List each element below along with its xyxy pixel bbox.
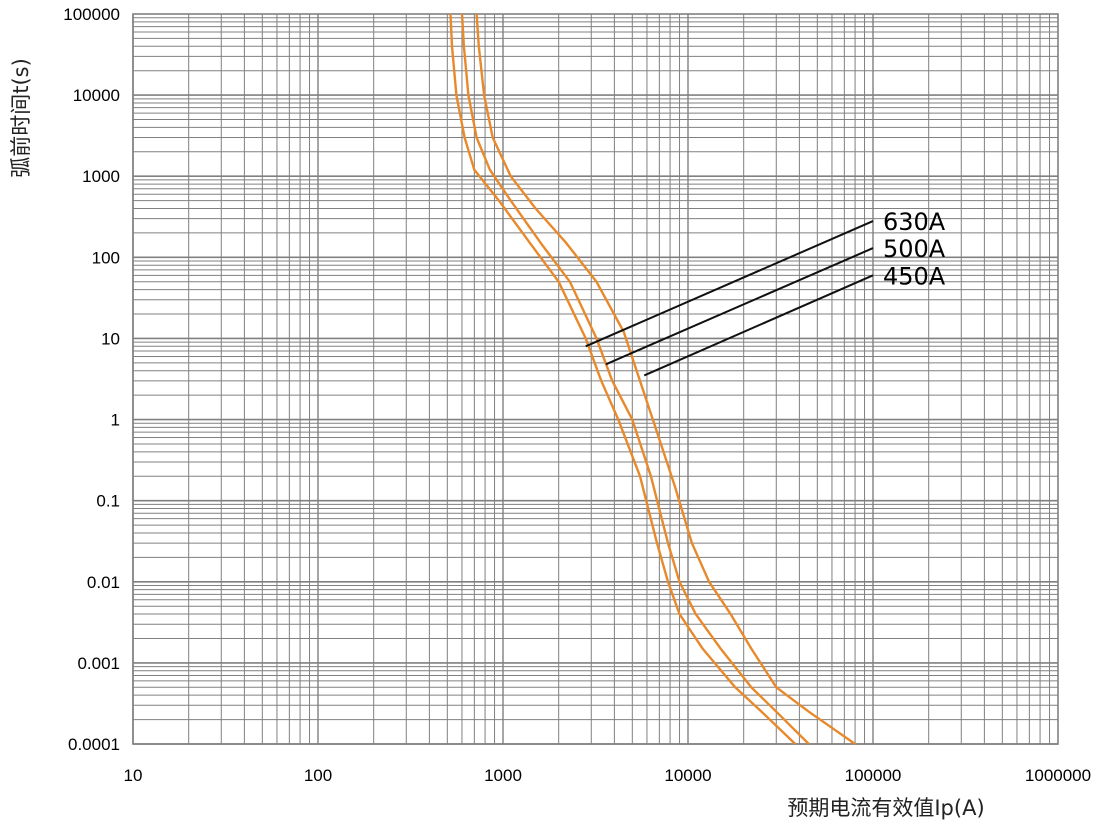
curves [449,13,856,745]
label-630a: 630A [883,208,946,236]
leader-line-630a [585,220,874,348]
x-tick-label: 100 [304,766,332,785]
x-tick-label: 1000000 [1025,766,1091,785]
plot-area [132,13,1059,745]
x-tick-label: 10 [124,766,143,785]
y-axis-ticks: 0.0001 0.001 0.01 0.1 1 10 100 1000 10000 100000 [63,5,120,754]
y-tick-label: 0.0001 [68,735,120,754]
x-axis-ticks: 10 100 1000 10000 100000 1000000 [124,766,1092,785]
y-tick-label: 10000 [73,86,120,105]
leader-line-500a [605,247,874,366]
y-tick-label: 1 [111,411,120,430]
x-tick-label: 100000 [845,766,902,785]
label-450a: 450A [883,262,946,290]
grid [132,14,1058,745]
y-tick-label: 1000 [82,167,120,186]
x-tick-label: 1000 [484,766,522,785]
label-500a: 500A [883,235,946,263]
x-axis-title: 预期电流有效值Ip(A) [787,796,984,820]
curve-630a [475,13,856,745]
x-tick-label: 10000 [664,766,711,785]
y-axis-title: 弧前时间t(s) [9,58,33,178]
curve-450a [449,13,797,745]
y-tick-label: 0.001 [77,654,120,673]
y-tick-label: 0.01 [87,573,120,592]
leader-line-450a [643,274,874,377]
y-tick-label: 100 [92,248,120,267]
plot-border [132,13,1059,745]
y-tick-label: 10 [101,329,120,348]
curve-500a [460,13,810,745]
y-tick-label: 100000 [63,5,120,24]
y-tick-label: 0.1 [96,492,120,511]
